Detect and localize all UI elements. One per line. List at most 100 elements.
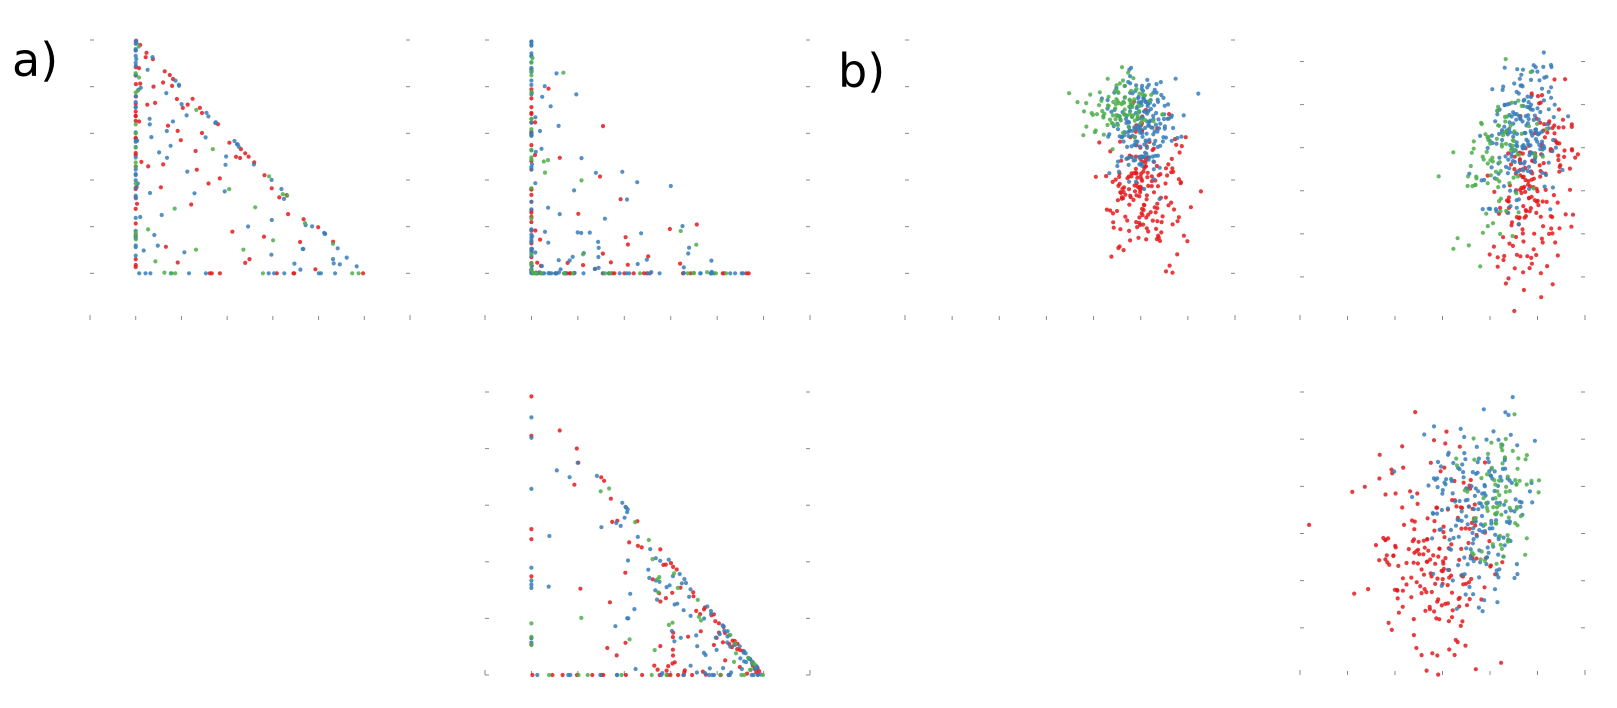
data-point [529,642,534,648]
subplot-a-top-left [89,38,411,320]
data-point [1503,509,1508,514]
data-point [1531,247,1536,252]
data-point [1498,231,1503,236]
data-point [1150,218,1155,223]
data-point [1497,533,1503,539]
data-point [1426,548,1431,553]
data-point [302,221,308,226]
data-point [1509,223,1514,228]
data-point [1119,134,1125,139]
data-point [269,186,274,191]
data-point [1485,181,1490,186]
data-point [176,82,181,87]
data-point [1127,228,1132,233]
data-point [541,159,546,164]
data-point [1406,547,1411,552]
data-point [1507,241,1512,246]
data-point [1118,190,1123,195]
data-point [1093,128,1098,133]
data-point [1125,144,1130,149]
data-point [138,85,143,90]
data-point [1528,94,1534,100]
data-point [1426,483,1431,488]
data-point [189,202,194,207]
panel-label-a: a) [12,33,58,87]
data-point [1529,255,1534,260]
data-point [1497,199,1502,204]
data-point [1113,177,1118,182]
data-point [1437,546,1442,551]
data-point [1507,478,1512,483]
data-point [1084,124,1089,129]
data-point [667,583,672,588]
data-point [1151,177,1156,182]
data-point [1152,103,1157,108]
data-point [197,105,202,110]
data-point [1137,104,1142,109]
subplot-b-bottom [1299,391,1586,677]
data-point [230,229,235,234]
data-point [581,271,586,276]
data-point [1428,557,1433,562]
data-point [529,186,534,191]
data-point [269,177,274,182]
data-point [1485,451,1491,456]
data-point [1400,444,1405,449]
data-point [1514,191,1519,196]
data-point [1144,193,1149,198]
data-point [560,672,565,678]
data-point [592,266,597,272]
data-point [533,228,538,233]
data-point [1104,174,1109,179]
data-point [1479,120,1484,125]
data-point [529,164,534,170]
data-point [1127,125,1132,130]
data-point [1459,509,1464,514]
data-point [529,394,534,399]
data-point [1511,175,1516,180]
data-point [533,250,538,255]
data-point [1504,484,1509,489]
data-point [210,147,215,152]
data-point [567,258,572,263]
data-point [282,271,287,276]
data-point [133,94,138,99]
data-point [1144,197,1149,202]
data-point [133,230,138,235]
data-point [668,561,674,566]
data-point [1162,126,1167,131]
data-point [243,260,248,265]
data-point [1570,212,1576,217]
data-point [1105,98,1110,103]
data-point [691,271,697,276]
data-point [687,594,692,599]
data-point [529,116,534,121]
data-point [1480,207,1485,212]
data-point [686,634,691,639]
data-point [1525,94,1530,99]
data-point [602,216,608,221]
data-point [1551,137,1556,143]
data-point [619,672,624,678]
data-point [1497,478,1502,483]
data-point [1097,140,1102,145]
data-point [529,192,534,197]
data-point [1516,222,1521,227]
data-point [167,72,172,78]
data-point [735,647,740,652]
data-point [1531,117,1536,122]
data-point [1432,519,1437,524]
data-point [1151,190,1157,195]
data-point [1456,534,1461,539]
data-point [1176,215,1181,220]
data-point [1491,244,1496,249]
data-point [1138,144,1143,149]
data-point [1463,592,1468,597]
data-point [136,66,142,71]
data-point [737,644,742,649]
data-point [1503,281,1508,286]
data-point [1470,530,1475,536]
data-point [1115,159,1121,164]
data-point [1129,114,1135,120]
data-point [1422,587,1427,592]
